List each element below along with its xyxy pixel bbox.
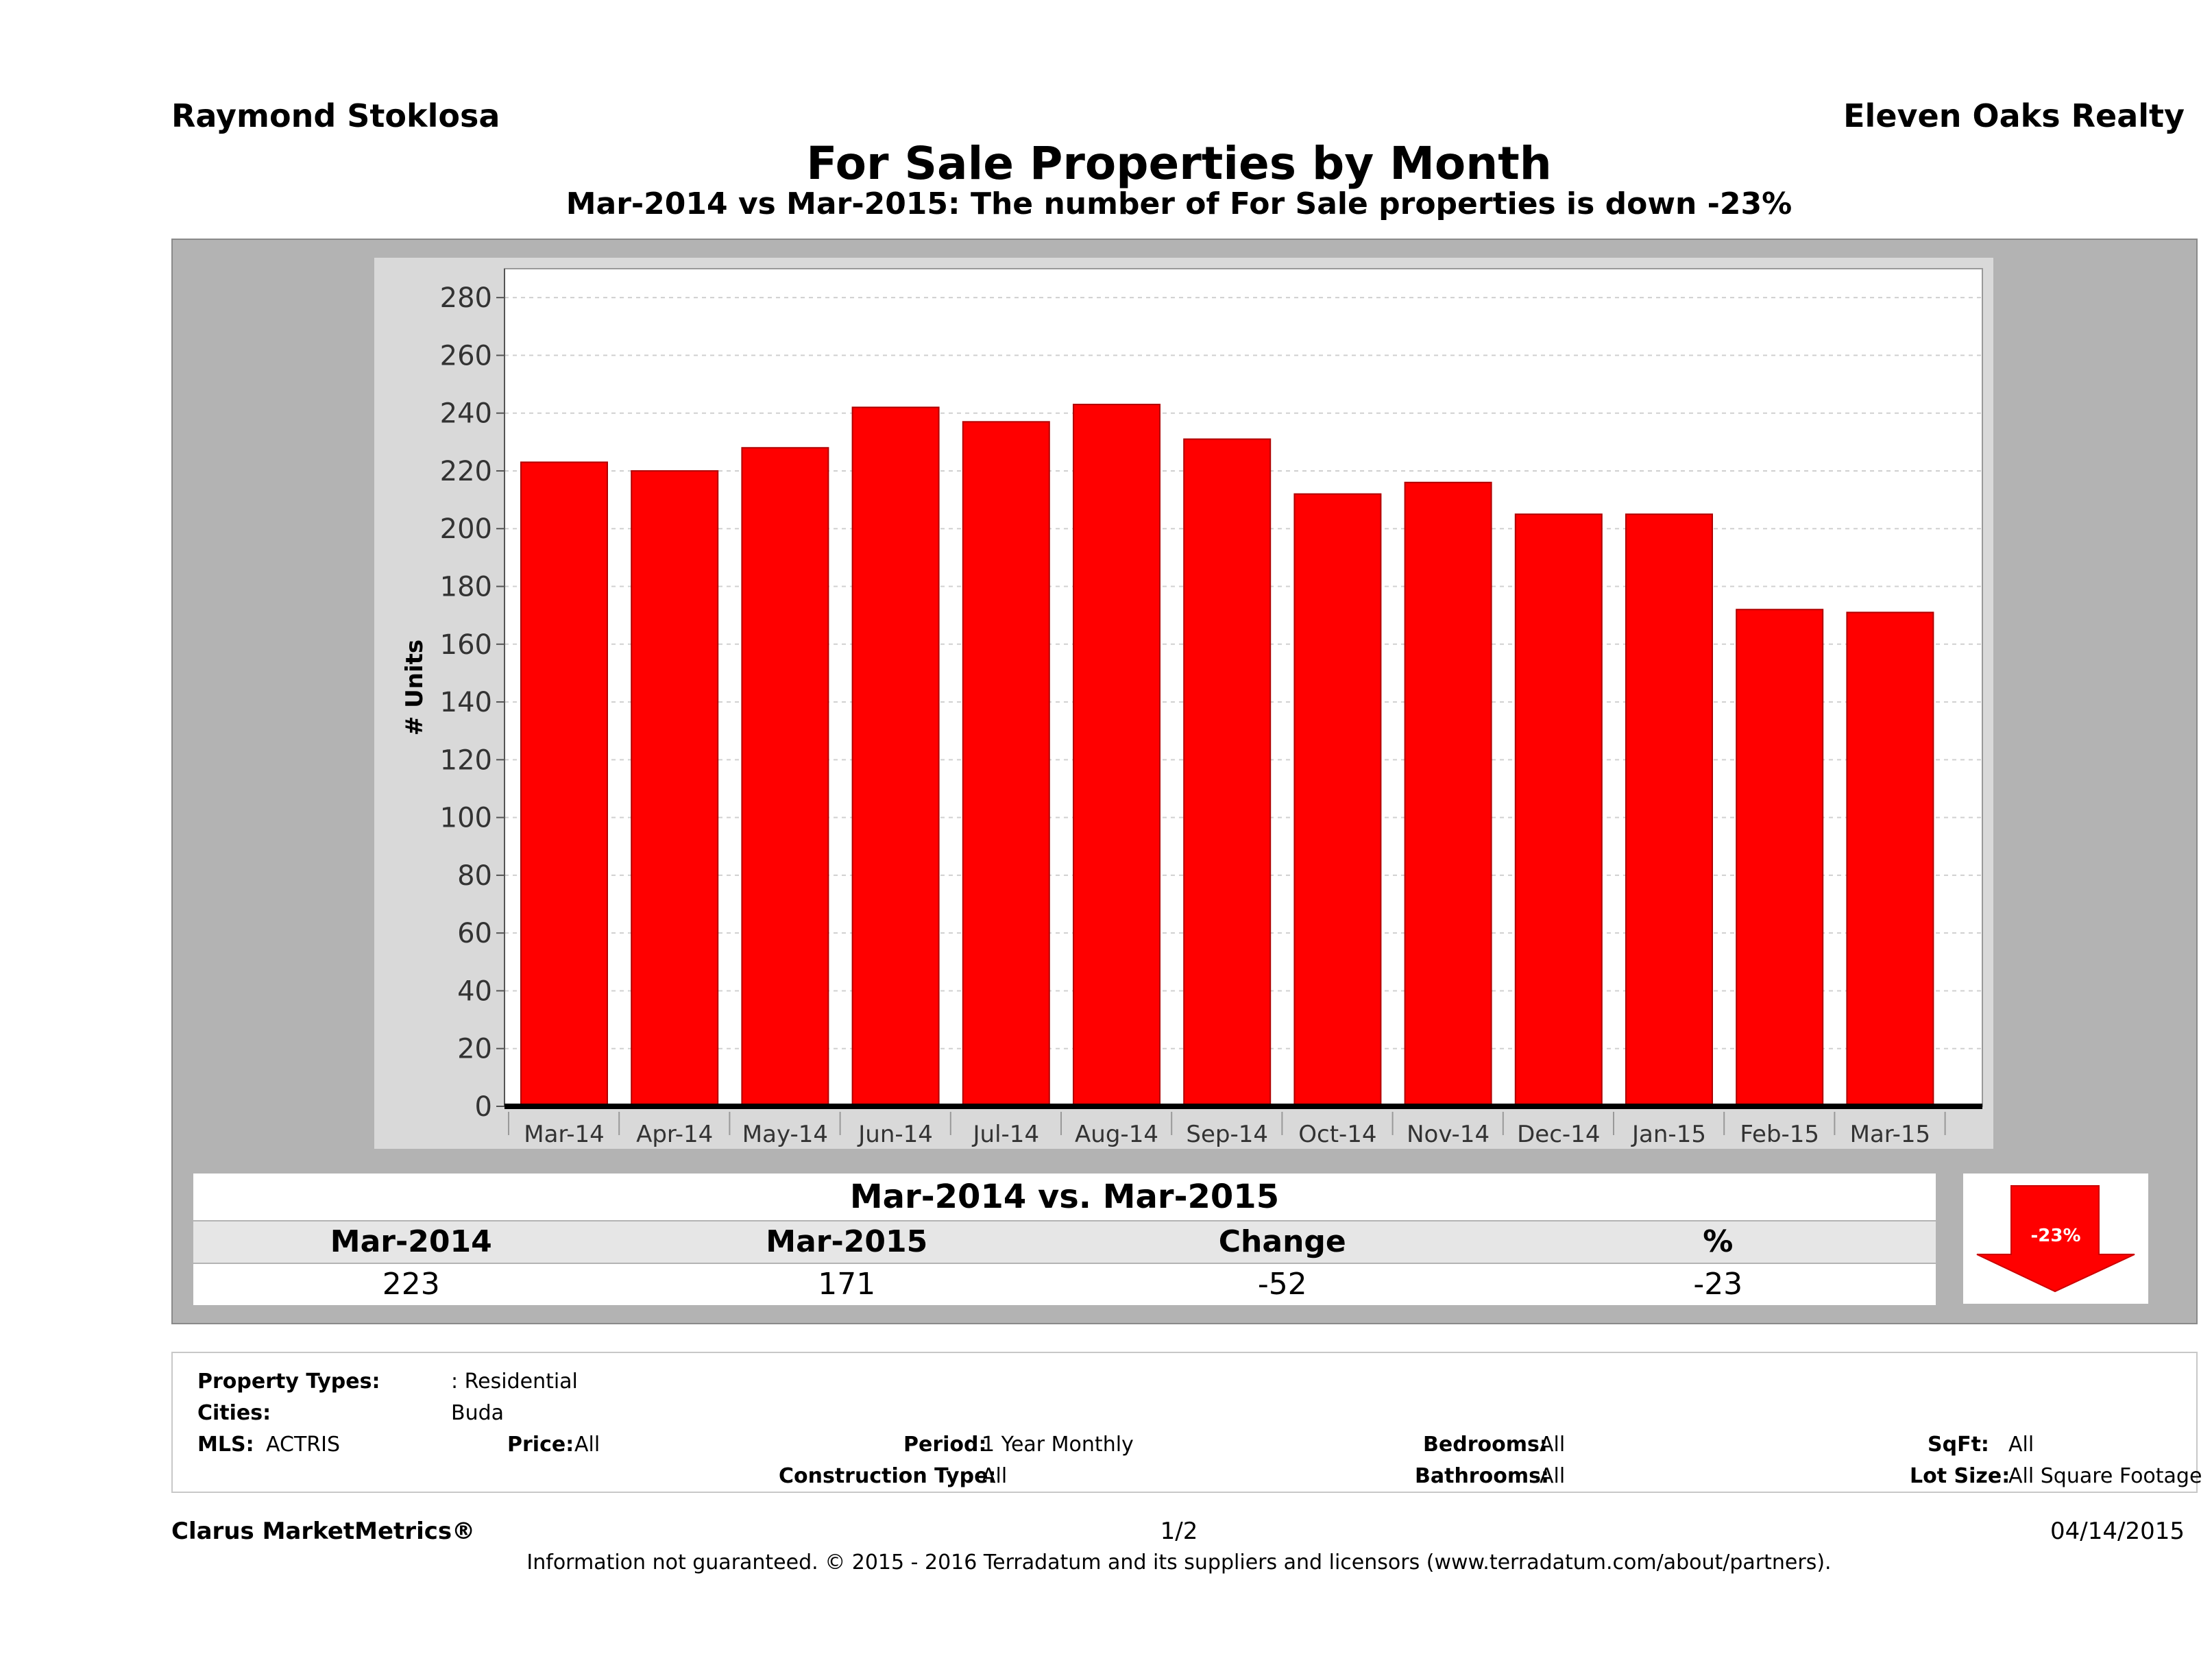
trend-percent-label: -23% [2030,1226,2081,1246]
construction-type-label: Construction Type: [779,1464,997,1488]
summary-col3-label: Change [1218,1224,1346,1259]
x-tick-label: Feb-15 [1740,1121,1819,1148]
property-types-label: Property Types: [197,1370,380,1394]
bedrooms-value: All [1540,1433,1566,1457]
bar [851,406,940,1107]
summary-col2-label: Mar-2015 [766,1224,928,1259]
mls-value: ACTRIS [266,1433,341,1457]
summary-col1-label: Mar-2014 [330,1224,492,1259]
y-tick-label: 220 [440,456,492,487]
period-value: 1 Year Monthly [982,1433,1134,1457]
y-tick-label: 0 [475,1091,492,1123]
bar [1625,513,1713,1107]
y-tick-label: 140 [440,687,492,718]
y-tick-label: 240 [440,398,492,430]
bar [1514,513,1603,1107]
bar [1293,493,1382,1108]
page-number: 1/2 [1160,1518,1198,1545]
x-tick-label: Jan-15 [1631,1121,1706,1148]
y-tick-label: 260 [440,340,492,372]
cities-value: Buda [451,1401,505,1425]
chart-subtitle: Mar-2014 vs Mar-2015: The number of For … [566,186,1792,221]
footer-brand: Clarus MarketMetrics® [171,1518,476,1545]
bar [741,447,829,1107]
y-tick-label: 120 [440,744,492,776]
bar [1183,438,1272,1108]
property-types-value: : Residential [451,1370,578,1394]
x-tick-label: Mar-15 [1850,1121,1931,1148]
bar [1736,609,1824,1107]
x-tick-label: Apr-14 [636,1121,713,1148]
x-tick-label: Jul-14 [972,1121,1040,1148]
lot-size-value: All Square Footage [2008,1464,2202,1488]
brokerage-name: Eleven Oaks Realty [1843,97,2185,134]
bedrooms-label: Bedrooms: [1423,1433,1548,1457]
y-tick-label: 80 [457,860,492,892]
x-tick-label: Jun-14 [857,1121,933,1148]
summary-col2-value: 171 [818,1267,876,1302]
summary-col1-value: 223 [382,1267,440,1302]
y-tick-label: 60 [457,918,492,949]
y-tick-label: 160 [440,629,492,661]
bar [962,421,1050,1107]
x-tick-label: Dec-14 [1517,1121,1600,1148]
summary-col4-value: -23 [1693,1267,1743,1302]
x-tick-label: May-14 [742,1121,828,1148]
sqft-value: All [2008,1433,2034,1457]
construction-type-value: All [982,1464,1008,1488]
bar [1073,404,1160,1107]
summary-col3-value: -52 [1257,1267,1307,1302]
bar [520,461,608,1107]
price-value: All [574,1433,600,1457]
summary-col4-label: % [1703,1224,1734,1259]
summary-value-row: 223 171 -52 -23 [193,1264,1936,1305]
bar-chart: 0 20 40 60 80 100 120 140 160 180 200 220 240 260 280 M… [401,268,1983,1148]
bathrooms-value: All [1540,1464,1566,1488]
y-tick-label: 180 [440,572,492,603]
bar [1404,481,1492,1107]
bar [1846,611,1934,1107]
y-tick-label: 40 [457,975,492,1007]
x-tick-label: Sep-14 [1186,1121,1268,1148]
report-date: 04/14/2015 [2050,1518,2185,1545]
cities-label: Cities: [197,1401,271,1425]
chart-plot-panel: 0 20 40 60 80 100 120 140 160 180 200 220 240 260 280 M… [374,258,1993,1149]
price-label: Price: [507,1433,574,1457]
disclaimer: Information not guaranteed. © 2015 - 201… [526,1551,1832,1574]
x-tick-label: Aug-14 [1075,1121,1158,1148]
agent-name: Raymond Stoklosa [171,97,500,134]
x-tick-label: Oct-14 [1298,1121,1376,1148]
y-axis-label: # Units [401,640,428,735]
bathrooms-label: Bathrooms: [1415,1464,1549,1488]
chart-title: For Sale Properties by Month [806,137,1552,190]
criteria-panel [171,1352,2198,1493]
lot-size-label: Lot Size: [1910,1464,2010,1488]
summary-heading: Mar-2014 vs. Mar-2015 [193,1174,1936,1220]
bar [631,470,719,1107]
period-label: Period: [903,1433,987,1457]
summary-label-row: Mar-2014 Mar-2015 Change % [193,1221,1936,1263]
y-tick-label: 20 [457,1034,492,1065]
trend-indicator: -23% [1963,1174,2148,1304]
down-arrow-icon [1976,1185,2135,1293]
x-tick-label: Nov-14 [1407,1121,1490,1148]
y-tick-label: 200 [440,513,492,545]
mls-label: MLS: [197,1433,254,1457]
y-tick-label: 100 [440,803,492,834]
y-tick-label: 280 [440,282,492,314]
sqft-label: SqFt: [1928,1433,1989,1457]
x-tick-label: Mar-14 [524,1121,605,1148]
